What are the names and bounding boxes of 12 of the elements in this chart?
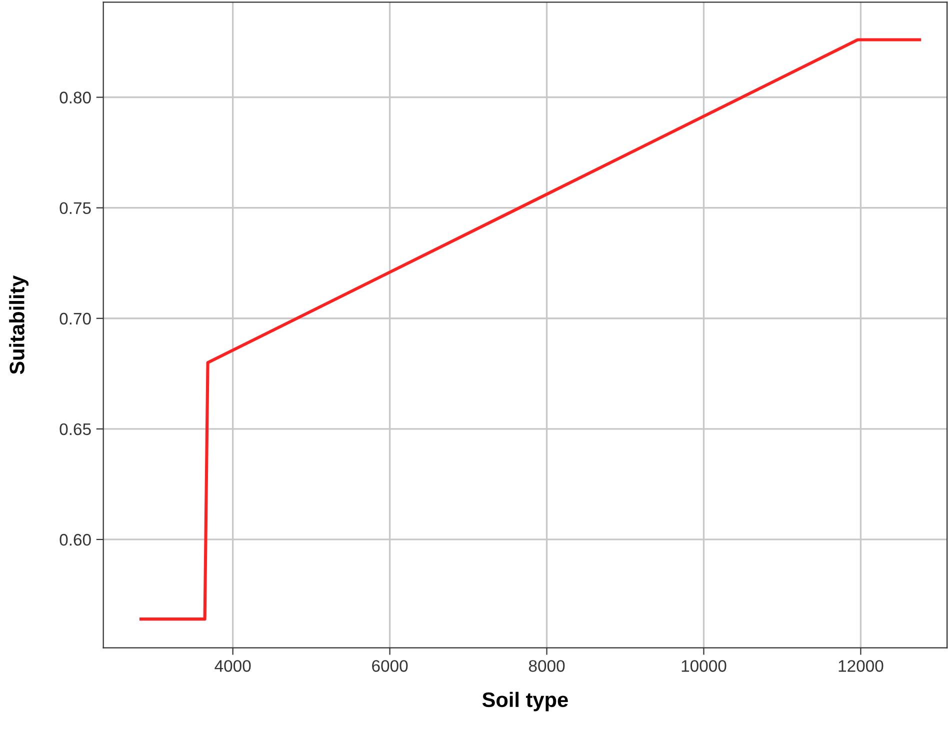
x-axis-title: Soil type (482, 692, 568, 712)
x-tick-label: 6000 (372, 660, 408, 672)
x-tick-label: 10000 (682, 660, 726, 672)
y-axis-title: Suitability (9, 275, 29, 374)
y-tick-label: 0.60 (60, 534, 91, 546)
x-tick-label: 4000 (214, 660, 251, 672)
y-tick-label: 0.80 (60, 92, 91, 104)
y-tick-label: 0.65 (60, 423, 91, 436)
x-tick-label: 8000 (528, 660, 565, 672)
y-tick-label: 0.75 (60, 202, 91, 214)
y-tick-label: 0.70 (60, 312, 91, 325)
x-tick-label: 12000 (838, 660, 884, 672)
